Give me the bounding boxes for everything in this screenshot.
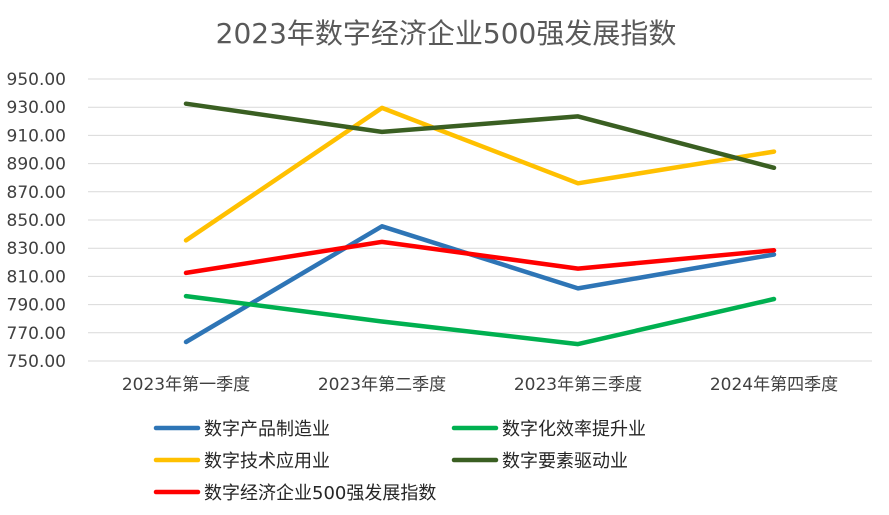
x-tick-label: 2023年第一季度 xyxy=(122,375,250,395)
y-tick-label: 810.00 xyxy=(7,267,66,287)
x-axis-ticks: 2023年第一季度 2023年第二季度 2023年第三季度 2024年第四季度 xyxy=(122,375,838,395)
legend-label: 数字经济企业500强发展指数 xyxy=(204,483,436,504)
legend-label: 数字要素驱动业 xyxy=(502,451,628,472)
y-tick-label: 790.00 xyxy=(7,296,66,316)
y-tick-label: 890.00 xyxy=(7,155,66,175)
legend-item: 数字化效率提升业 xyxy=(451,419,646,440)
series-line-5 xyxy=(183,239,777,276)
legend-label: 数字产品制造业 xyxy=(204,419,330,440)
series-line-4 xyxy=(183,101,777,171)
y-tick-label: 770.00 xyxy=(7,324,66,344)
y-tick-label: 950.00 xyxy=(7,70,66,90)
legend-item: 数字产品制造业 xyxy=(153,419,330,440)
x-tick-label: 2023年第二季度 xyxy=(318,375,446,395)
legend-item: 数字要素驱动业 xyxy=(451,451,628,472)
y-tick-label: 910.00 xyxy=(7,126,66,146)
legend-label: 数字技术应用业 xyxy=(204,451,330,472)
legend-item: 数字技术应用业 xyxy=(153,451,330,472)
x-tick-label: 2023年第三季度 xyxy=(514,375,642,395)
legend-item: 数字经济企业500强发展指数 xyxy=(153,483,436,504)
y-tick-label: 830.00 xyxy=(7,239,66,259)
series-line-2 xyxy=(183,293,777,347)
gridlines xyxy=(88,78,872,362)
chart-title: 2023年数字经济企业500强发展指数 xyxy=(216,17,677,50)
y-tick-label: 850.00 xyxy=(7,211,66,231)
y-tick-label: 750.00 xyxy=(7,352,66,372)
x-tick-label: 2024年第四季度 xyxy=(710,375,838,395)
y-tick-label: 930.00 xyxy=(7,98,66,118)
series-line-1 xyxy=(183,224,777,345)
y-axis-ticks: 750.00 770.00 790.00 810.00 830.00 850.00 870.… xyxy=(7,70,66,372)
series-line-3 xyxy=(183,105,777,243)
series-lines xyxy=(183,101,777,347)
legend-label: 数字化效率提升业 xyxy=(502,419,646,440)
y-tick-label: 870.00 xyxy=(7,183,66,203)
